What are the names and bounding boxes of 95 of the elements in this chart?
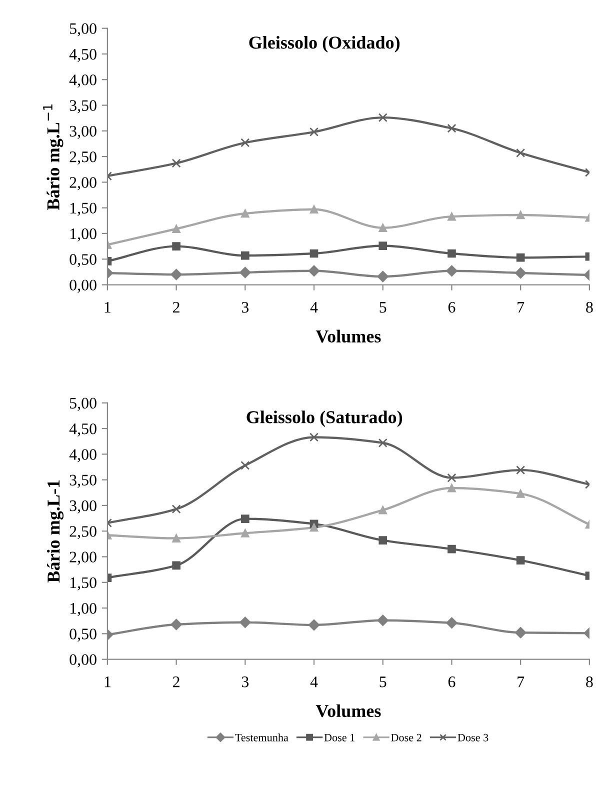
y-tick-label: 0,50 [70,254,96,268]
point [240,528,250,538]
point [310,127,319,136]
point [240,266,251,278]
y-tick-label: 0,00 [70,280,96,293]
point [310,523,318,532]
point [310,205,318,214]
point [170,268,182,280]
point [446,617,458,629]
point [172,561,180,570]
point [310,432,319,442]
point [377,614,388,626]
point [308,619,320,631]
x-tick-label: 4 [310,676,318,688]
y-tick-label: 5,00 [70,398,96,411]
point [378,224,388,232]
point [240,251,250,260]
point [447,124,456,133]
legend-label: Dose 3 [458,734,488,742]
point [448,212,456,221]
x-tick-label: 6 [448,676,456,688]
y-tick-label: 1,50 [70,202,96,216]
point [172,534,180,542]
x-tick-label: 8 [586,676,593,688]
x-axis-title: Volumes [316,704,381,718]
legend-label: Dose 1 [324,734,355,742]
legend-label: Testemunha [235,734,288,742]
legend-label: Dose 2 [391,734,422,742]
point [170,618,182,630]
point [240,616,251,628]
y-tick-label: 2,00 [70,177,96,190]
x-tick-label: 4 [310,302,318,313]
point [448,484,456,492]
point [172,158,181,168]
y-tick-label: 3,50 [70,474,96,488]
point [378,506,388,514]
x-tick-label: 5 [380,302,386,313]
point [516,556,525,565]
x-axis-title: Volumes [316,330,381,343]
y-tick-label: 1,50 [70,577,96,590]
point [378,242,388,250]
x-tick-label: 1 [104,676,110,688]
y-tick-label: 5,00 [70,23,96,36]
x-tick-label: 6 [448,302,456,313]
y-tick-label: 4,50 [69,423,96,437]
y-axis-title: Bário mg.L-1 [46,480,64,582]
y-tick-label: 1,00 [70,228,96,242]
point [240,209,250,218]
point [172,224,180,234]
x-tick-label: 3 [242,302,249,313]
y-tick-label: 4,00 [69,449,96,462]
point [240,460,250,470]
point [446,265,458,277]
point [308,265,320,277]
x-tick-label: 2 [173,676,180,688]
point [378,438,388,448]
point [448,249,456,258]
point [516,210,525,220]
point [447,473,456,482]
point [378,536,388,545]
y-tick-label: 3,00 [70,126,96,139]
x-tick-label: 1 [104,302,110,313]
x-tick-label: 5 [380,676,386,688]
point [516,466,526,475]
point [448,544,456,554]
y-tick-label: 3,50 [70,100,96,114]
point [516,148,526,158]
point [514,267,526,279]
point [516,253,525,262]
x-tick-label: 3 [242,676,249,688]
point [377,270,388,282]
y-tick-label: 2,50 [70,526,96,540]
chart-title: Gleissolo (Saturado) [246,410,402,427]
y-tick-label: 0,50 [70,628,96,642]
y-tick-label: 0,00 [70,654,96,668]
point [310,249,318,258]
point [240,514,250,523]
y-tick-label: 2,50 [70,151,96,165]
x-tick-label: 7 [518,676,524,688]
y-tick-label: 3,00 [70,500,96,514]
chart-title: Gleissolo (Oxidado) [249,36,400,52]
point [378,113,388,122]
x-tick-label: 7 [518,302,524,313]
y-tick-label: 4,00 [69,74,96,88]
y-tick-label: 2,00 [70,552,96,565]
y-axis-title: Bário mg.L$^{−1}$ [43,104,64,210]
y-tick-label: 4,50 [69,48,96,62]
x-tick-label: 2 [173,302,180,313]
point [514,627,526,638]
x-tick-label: 8 [586,302,593,313]
point [240,138,250,148]
point [172,504,181,514]
y-tick-label: 1,00 [70,602,96,616]
point [516,490,525,498]
point [172,242,180,250]
